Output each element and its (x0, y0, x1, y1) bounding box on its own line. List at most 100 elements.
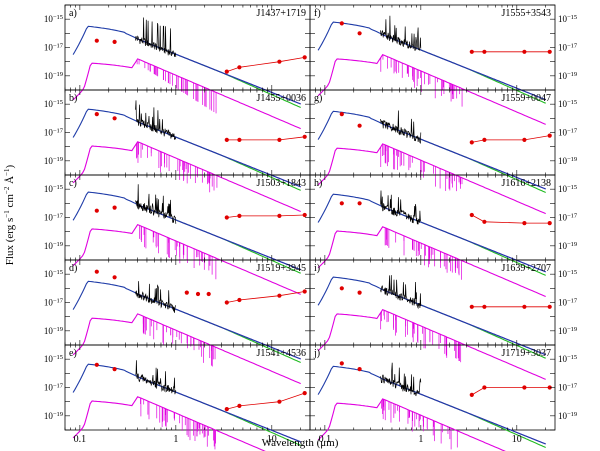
photometry-line (471, 135, 550, 143)
photometry-point (522, 221, 527, 226)
y-tick-label: 10−17 (44, 212, 64, 223)
y-tick-label: 10−15 (44, 99, 63, 110)
photometry-point (469, 212, 474, 218)
y-tick-label: 10−15 (44, 269, 63, 280)
object-name: J1719+3037 (501, 348, 551, 359)
galaxy-template-line (72, 396, 266, 451)
photometry-point (237, 213, 242, 218)
photometry-line (226, 214, 305, 218)
y-tick-label: 10−17 (44, 127, 64, 138)
panel-c: 10−15 10−17 10−19 c) J1503+1843 (44, 174, 311, 295)
y-tick-label: 10−19 (44, 325, 63, 336)
photometry-point (339, 361, 344, 366)
y-tick-label: 10−19 (44, 155, 63, 166)
photometry-point (94, 362, 99, 367)
panel-f: 10−15 10−17 10−19 f) J1555+3543 (309, 4, 578, 125)
panel-letter: h) (314, 178, 322, 189)
observed-spectrum (135, 17, 177, 58)
photometry-line (226, 392, 305, 410)
photometry-point (547, 221, 552, 226)
photometry-point (482, 385, 487, 390)
object-name: J1455+0036 (256, 93, 306, 104)
panel-letter: b) (69, 93, 77, 104)
observed-spectrum (135, 281, 177, 313)
photometry-point (469, 392, 474, 397)
photometry-point (112, 367, 117, 372)
x-tick-label: 10 (512, 434, 522, 445)
photometry-point (112, 275, 117, 280)
y-tick-label: 10−19 (44, 240, 63, 251)
galaxy-template-line (317, 54, 546, 125)
y-axis-label: Flux (erg s−1 cm−2 Å−1) (3, 164, 16, 265)
photometry-point (482, 49, 487, 54)
y-tick-label: 10−17 (558, 297, 578, 308)
photometry-point (469, 304, 474, 309)
photometry-point (482, 137, 487, 142)
x-tick-label: 1 (418, 434, 423, 445)
photometry-point (522, 304, 527, 309)
panel-letter: i) (314, 263, 320, 274)
photometry-point (469, 140, 474, 145)
object-name: J1503+1843 (256, 178, 306, 189)
y-tick-label: 10−17 (558, 382, 578, 393)
galaxy-template-line (72, 141, 301, 213)
panel-letter: a) (69, 8, 77, 19)
photometry-point (237, 137, 242, 142)
photometry-point (339, 201, 344, 206)
photometry-point (195, 291, 201, 297)
photometry-point (224, 69, 229, 74)
observed-spectrum (380, 110, 422, 144)
photometry-point (94, 38, 99, 43)
photometry-point (277, 59, 282, 64)
photometry-point (94, 208, 99, 213)
observed-spectrum (380, 275, 422, 310)
photometry-point (357, 367, 362, 372)
photometry-point (112, 39, 117, 45)
photometry-point (482, 304, 487, 309)
y-tick-label: 10−15 (558, 269, 577, 280)
x-axis-label: Wavelength (μm) (262, 437, 339, 449)
galaxy-template-line (72, 224, 301, 295)
photometry-point (277, 399, 282, 404)
photometry-point (302, 55, 307, 60)
panel-letter: d) (69, 263, 77, 274)
y-tick-label: 10−19 (558, 325, 577, 336)
observed-spectrum (135, 360, 177, 395)
panel-e: 10−15 10−17 10−19 e) J1541+4536 0.1 1 10 (44, 344, 311, 451)
object-name: J1639+2707 (501, 263, 551, 274)
panel-b: 10−15 10−17 10−19 b) J1455+0036 (44, 89, 311, 213)
object-name: J1437+1719 (256, 8, 306, 19)
photometry-point (357, 31, 362, 36)
photometry-point (112, 116, 117, 121)
photometry-point (237, 65, 242, 70)
photometry-point (547, 49, 552, 54)
observed-spectrum (380, 190, 422, 225)
y-tick-label: 10−19 (44, 410, 63, 421)
panel-d: 10−15 10−17 10−19 d) J1519+3945 (44, 259, 311, 385)
y-tick-label: 10−17 (44, 382, 64, 393)
photometry-point (224, 407, 229, 412)
photometry-point (224, 215, 229, 220)
observed-spectrum (135, 184, 177, 224)
panel-letter: c) (69, 178, 77, 189)
photometry-line (226, 57, 305, 72)
photometry-point (522, 49, 527, 54)
photometry-point (277, 137, 282, 142)
ylabel-sup2: −2 (3, 186, 11, 194)
photometry-point (237, 297, 242, 303)
y-tick-label: 10−15 (558, 184, 577, 195)
ylabel-mid: cm (4, 194, 16, 211)
panel-letter: e) (69, 348, 77, 359)
photometry-point (184, 290, 189, 295)
y-tick-label: 10−17 (44, 297, 64, 308)
y-tick-label: 10−15 (558, 14, 577, 25)
total-model-line (72, 363, 301, 443)
photometry-point (112, 205, 117, 210)
observed-spectrum (380, 362, 422, 397)
photometry-point (547, 385, 552, 390)
photometry-point (302, 212, 307, 218)
photometry-point (224, 137, 229, 142)
object-name: J1519+3945 (256, 263, 306, 274)
